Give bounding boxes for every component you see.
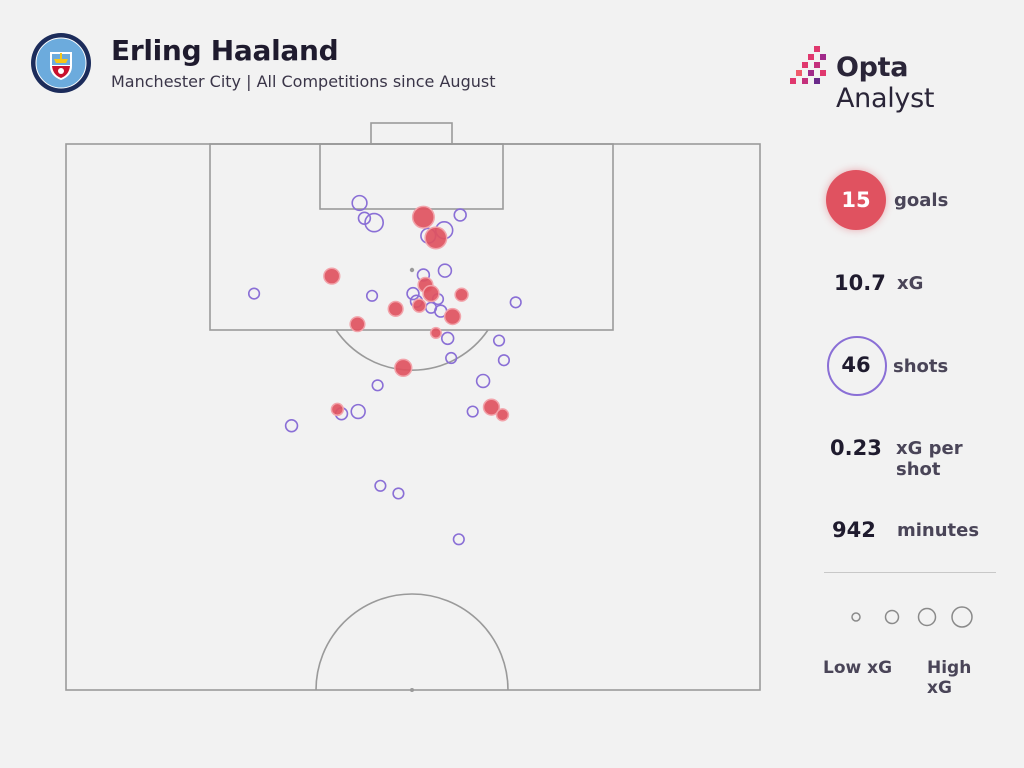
stat-shots: 46 shots: [820, 336, 1000, 396]
goals-layer: [323, 205, 510, 422]
goals-badge: [826, 170, 886, 230]
goals-value: 15: [841, 188, 871, 212]
shot-point: [445, 351, 458, 365]
goal-point: [349, 316, 366, 333]
shot-point: [440, 331, 455, 346]
shot-point: [466, 405, 479, 418]
goal-point: [443, 307, 462, 326]
legend-divider: [824, 572, 996, 573]
legend-circle-l: [951, 606, 973, 628]
goal-point: [429, 326, 442, 339]
stat-goals: 15 goals: [820, 170, 1000, 230]
shot-point: [350, 403, 366, 420]
xg-per-shot-label: xG per shot: [896, 438, 963, 480]
shot-point: [497, 354, 511, 367]
goals-label: goals: [894, 190, 949, 211]
chart-title: Erling Haaland: [111, 34, 339, 67]
shot-point: [406, 286, 420, 301]
goal-frame: [370, 122, 453, 145]
pitch-markings: [65, 122, 761, 691]
goal-point: [422, 284, 440, 303]
shot-point: [284, 419, 299, 433]
club-crest-logo: [31, 33, 91, 93]
goal-point: [412, 298, 427, 313]
brand-logo: Opta Analyst: [790, 44, 1010, 114]
shot-point: [437, 263, 453, 278]
goal-point: [454, 287, 469, 302]
shots-badge: [827, 336, 887, 396]
goal-point: [411, 205, 435, 229]
brand-name: Opta Analyst: [836, 52, 935, 114]
chart-subtitle: Manchester City | All Competitions since…: [111, 72, 496, 91]
legend-circle-xs: [851, 612, 861, 622]
shot-point: [247, 287, 261, 300]
centre-circle-arc: [315, 593, 509, 691]
shot-point: [371, 379, 384, 392]
shots-label: shots: [893, 356, 949, 377]
shots-value: 46: [841, 353, 871, 377]
shot-point: [392, 487, 405, 500]
stats-panel: 15 goals 10.7 xG 46 shots 0.23 xG per sh…: [820, 170, 1000, 698]
legend-circle-m: [917, 607, 937, 627]
goal-point: [387, 300, 404, 317]
shot-point: [453, 208, 467, 222]
legend-low-label: Low xG: [823, 658, 893, 678]
shot-point: [492, 334, 506, 347]
goal-point: [482, 398, 501, 416]
shots-layer: [247, 194, 522, 546]
penalty-box: [209, 143, 614, 331]
shot-map: [64, 120, 762, 694]
xg-per-shot-value: 0.23: [830, 436, 882, 460]
stat-xg-per-shot: 0.23 xG per shot: [820, 420, 1000, 480]
minutes-label: minutes: [897, 520, 980, 541]
shot-point: [364, 212, 385, 233]
goal-point: [323, 267, 341, 285]
six-yard-box: [319, 143, 504, 210]
legend-high-label: High xG: [927, 658, 972, 698]
opta-pixel-icon: [790, 46, 826, 84]
legend-circle-s: [884, 609, 900, 625]
shot-point: [365, 289, 379, 302]
minutes-value: 942: [832, 518, 876, 542]
goal-point: [394, 358, 413, 378]
stat-xg: 10.7 xG: [820, 254, 1000, 314]
shot-point: [351, 194, 368, 212]
xg-size-legend: [851, 606, 973, 628]
half-pitch-outline: [65, 143, 761, 691]
centre-spot: [410, 688, 414, 692]
goal-point: [424, 226, 448, 250]
xg-label: xG: [897, 273, 924, 294]
stat-minutes: 942 minutes: [820, 502, 1000, 562]
shot-point: [357, 211, 372, 225]
goal-point: [495, 408, 510, 422]
penalty-arc: [335, 329, 489, 371]
xg-value: 10.7: [834, 271, 886, 295]
shot-point: [509, 296, 522, 309]
shot-point: [452, 533, 465, 546]
goal-point: [330, 402, 345, 417]
pitch-svg: [65, 122, 761, 692]
header: Erling Haaland Manchester City | All Com…: [30, 30, 1010, 114]
penalty-spot: [409, 267, 415, 273]
shot-point: [475, 373, 491, 389]
shot-point: [374, 479, 387, 492]
